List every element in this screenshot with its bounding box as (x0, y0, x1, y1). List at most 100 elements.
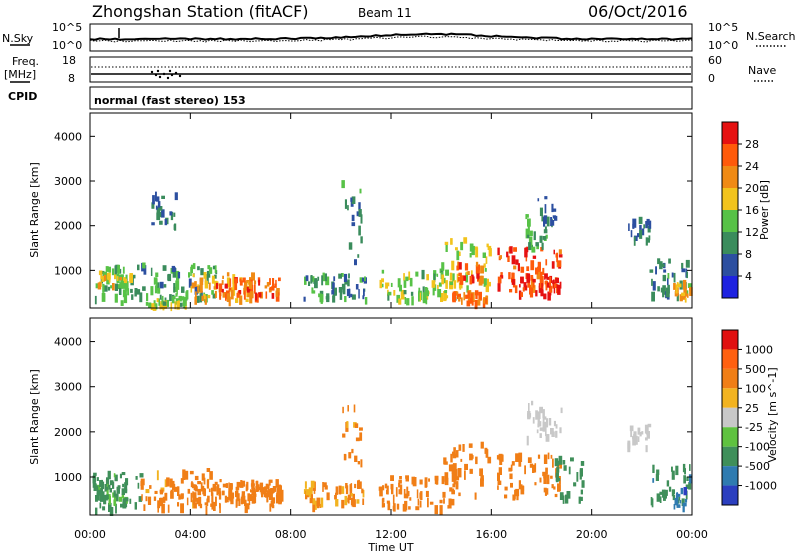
heatmap-cell (131, 294, 134, 300)
heatmap-cell (381, 269, 385, 274)
heatmap-cell (645, 445, 648, 453)
heatmap-cell (515, 488, 520, 497)
heatmap-cell (386, 500, 390, 504)
colorbar-swatch (722, 276, 738, 298)
heatmap-cell (459, 251, 461, 256)
heatmap-cell (550, 217, 552, 227)
heatmap-cell (652, 464, 655, 473)
heatmap-cell (96, 492, 100, 501)
heatmap-cell (573, 482, 577, 487)
heatmap-cell (633, 235, 638, 241)
heatmap-cell (195, 291, 197, 301)
heatmap-cell (509, 246, 513, 254)
heatmap-cell (461, 297, 463, 305)
heatmap-cell (244, 504, 248, 514)
heatmap-cell (673, 272, 676, 283)
heatmap-cell (381, 498, 384, 508)
heatmap-cell (199, 293, 203, 303)
heatmap-cell (543, 474, 547, 484)
heatmap-cell (542, 409, 545, 419)
heatmap-cell (509, 289, 513, 293)
heatmap-cell (559, 492, 564, 500)
heatmap-cell (226, 272, 230, 277)
heatmap-cell (529, 463, 533, 468)
heatmap-cell (335, 499, 339, 507)
heatmap-cell (545, 234, 548, 239)
heatmap-cell (630, 230, 633, 238)
heatmap-cell (123, 294, 128, 304)
heatmap-cell (359, 432, 363, 441)
heatmap-cell (348, 242, 353, 250)
heatmap-cell (676, 492, 678, 499)
heatmap-cell (484, 268, 487, 272)
heatmap-cell (464, 263, 469, 271)
heatmap-cell (487, 456, 492, 464)
heatmap-cell (676, 282, 679, 286)
heatmap-cell (535, 267, 539, 275)
heatmap-cell (685, 484, 689, 489)
heatmap-cell (308, 281, 311, 286)
heatmap-cell (363, 288, 365, 297)
heatmap-cell (522, 287, 525, 292)
heatmap-cell (170, 302, 173, 312)
heatmap-cell (106, 486, 109, 496)
heatmap-cell (355, 284, 359, 290)
heatmap-cell (96, 477, 99, 481)
heatmap-cell (662, 291, 665, 298)
heatmap-cell (229, 278, 232, 287)
heatmap-cell (386, 485, 389, 495)
heatmap-cell (439, 505, 443, 515)
heatmap-cell (639, 432, 642, 437)
heatmap-cell (542, 267, 545, 275)
heatmap-cell (403, 290, 407, 295)
heatmap-cell (118, 287, 122, 295)
nsky-label: N.Sky (2, 32, 34, 45)
heatmap-cell (239, 280, 243, 286)
heatmap-cell (553, 420, 556, 427)
heatmap-cell (96, 489, 101, 496)
heatmap-cell (671, 470, 675, 480)
heatmap-cell (526, 234, 530, 239)
heatmap-cell (232, 281, 236, 290)
heatmap-cell (309, 497, 313, 504)
heatmap-cell (254, 284, 256, 294)
x-tick-label: 08:00 (275, 528, 307, 541)
heatmap-cell (529, 288, 534, 298)
heatmap-cell (166, 299, 169, 307)
heatmap-cell (387, 291, 392, 296)
heatmap-cell (671, 489, 675, 497)
heatmap-cell (157, 287, 161, 294)
heatmap-cell (546, 418, 549, 428)
heatmap-cell (180, 478, 184, 484)
heatmap-cell (560, 407, 563, 414)
heatmap-cell (646, 237, 650, 243)
heatmap-cell (477, 268, 480, 275)
heatmap-cell (181, 296, 184, 301)
heatmap-cell (555, 430, 558, 438)
heatmap-cell (678, 496, 681, 501)
heatmap-cell (109, 488, 112, 493)
heatmap-cell (547, 282, 551, 288)
heatmap-cell (159, 281, 164, 289)
heatmap-cell (210, 503, 214, 507)
heatmap-cell (650, 497, 653, 506)
heatmap-cell (143, 265, 147, 275)
heatmap-cell (637, 436, 640, 442)
heatmap-cell (103, 495, 107, 505)
heatmap-cell (119, 473, 122, 479)
x-tick-label: 04:00 (174, 528, 206, 541)
heatmap-cell (666, 480, 670, 487)
heatmap-cell (429, 501, 434, 505)
heatmap-cell (528, 236, 533, 246)
cpid-panel-frame (89, 86, 693, 110)
heatmap-cell (194, 486, 198, 492)
heatmap-cell (129, 273, 132, 278)
heatmap-cell (544, 280, 549, 285)
colorbar-swatch (722, 446, 738, 467)
heatmap-cell (201, 295, 204, 302)
heatmap-cell (485, 298, 487, 304)
heatmap-cell (359, 481, 362, 489)
heatmap-cell (579, 468, 583, 477)
heatmap-cell (140, 478, 145, 486)
heatmap-cell (515, 259, 519, 265)
